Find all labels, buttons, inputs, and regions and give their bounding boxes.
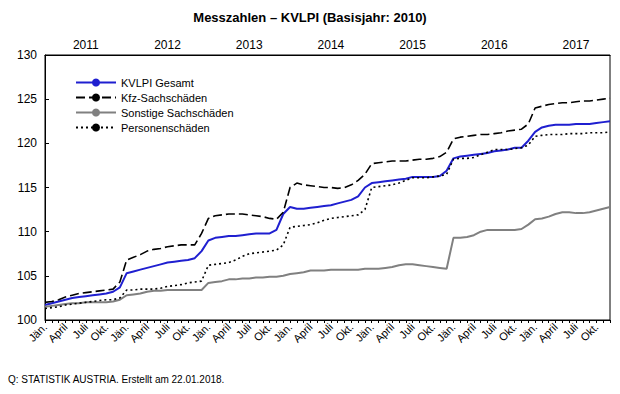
- svg-text:April: April: [454, 321, 478, 345]
- svg-text:130: 130: [17, 48, 37, 62]
- svg-text:Kfz-Sachschäden: Kfz-Sachschäden: [121, 92, 207, 104]
- svg-text:Okt.: Okt.: [251, 321, 274, 344]
- svg-text:April: April: [536, 321, 560, 345]
- svg-text:2014: 2014: [318, 38, 345, 52]
- svg-text:Jän.: Jän.: [189, 321, 212, 344]
- svg-text:2013: 2013: [236, 38, 263, 52]
- svg-text:Personenschäden: Personenschäden: [121, 122, 210, 134]
- svg-text:110: 110: [18, 225, 37, 239]
- svg-text:2012: 2012: [154, 38, 181, 52]
- svg-text:Juli: Juli: [315, 321, 335, 341]
- svg-text:Q: STATISTIK AUSTRIA. Erstellt: Q: STATISTIK AUSTRIA. Erstellt am 22.01.…: [8, 374, 224, 385]
- svg-text:Okt.: Okt.: [333, 321, 356, 344]
- svg-text:125: 125: [17, 92, 37, 106]
- svg-text:120: 120: [17, 136, 37, 150]
- svg-text:April: April: [209, 321, 233, 345]
- svg-text:Okt.: Okt.: [578, 321, 601, 344]
- svg-text:115: 115: [18, 181, 37, 195]
- svg-text:Jän.: Jän.: [108, 321, 131, 344]
- svg-text:Jän.: Jän.: [353, 321, 376, 344]
- svg-text:April: April: [127, 321, 151, 345]
- svg-text:Juli: Juli: [478, 321, 498, 341]
- svg-text:Juli: Juli: [397, 321, 417, 341]
- svg-text:April: April: [291, 321, 315, 345]
- svg-text:Juli: Juli: [70, 321, 90, 341]
- svg-text:100: 100: [17, 313, 37, 327]
- svg-text:Okt.: Okt.: [88, 321, 111, 344]
- svg-text:2015: 2015: [399, 38, 426, 52]
- svg-text:Messzahlen – KVLPI (Basisjahr:: Messzahlen – KVLPI (Basisjahr: 2010): [193, 10, 426, 25]
- svg-text:Jän.: Jän.: [435, 321, 458, 344]
- svg-text:Okt.: Okt.: [496, 321, 519, 344]
- svg-text:Okt.: Okt.: [169, 321, 192, 344]
- svg-text:April: April: [372, 321, 396, 345]
- svg-text:2016: 2016: [481, 38, 508, 52]
- svg-text:2011: 2011: [73, 38, 99, 52]
- svg-text:105: 105: [17, 269, 37, 283]
- svg-text:Juli: Juli: [560, 321, 580, 341]
- svg-text:Sonstige Sachschäden: Sonstige Sachschäden: [121, 107, 234, 119]
- svg-text:Okt.: Okt.: [415, 321, 438, 344]
- svg-text:Jän.: Jän.: [271, 321, 294, 344]
- svg-text:Juli: Juli: [233, 321, 253, 341]
- svg-text:Jän.: Jän.: [516, 321, 539, 344]
- svg-text:Juli: Juli: [152, 321, 172, 341]
- svg-text:2017: 2017: [563, 38, 590, 52]
- svg-text:KVLPI Gesamt: KVLPI Gesamt: [121, 77, 194, 89]
- svg-text:Jän.: Jän.: [26, 321, 49, 344]
- svg-text:April: April: [46, 321, 70, 345]
